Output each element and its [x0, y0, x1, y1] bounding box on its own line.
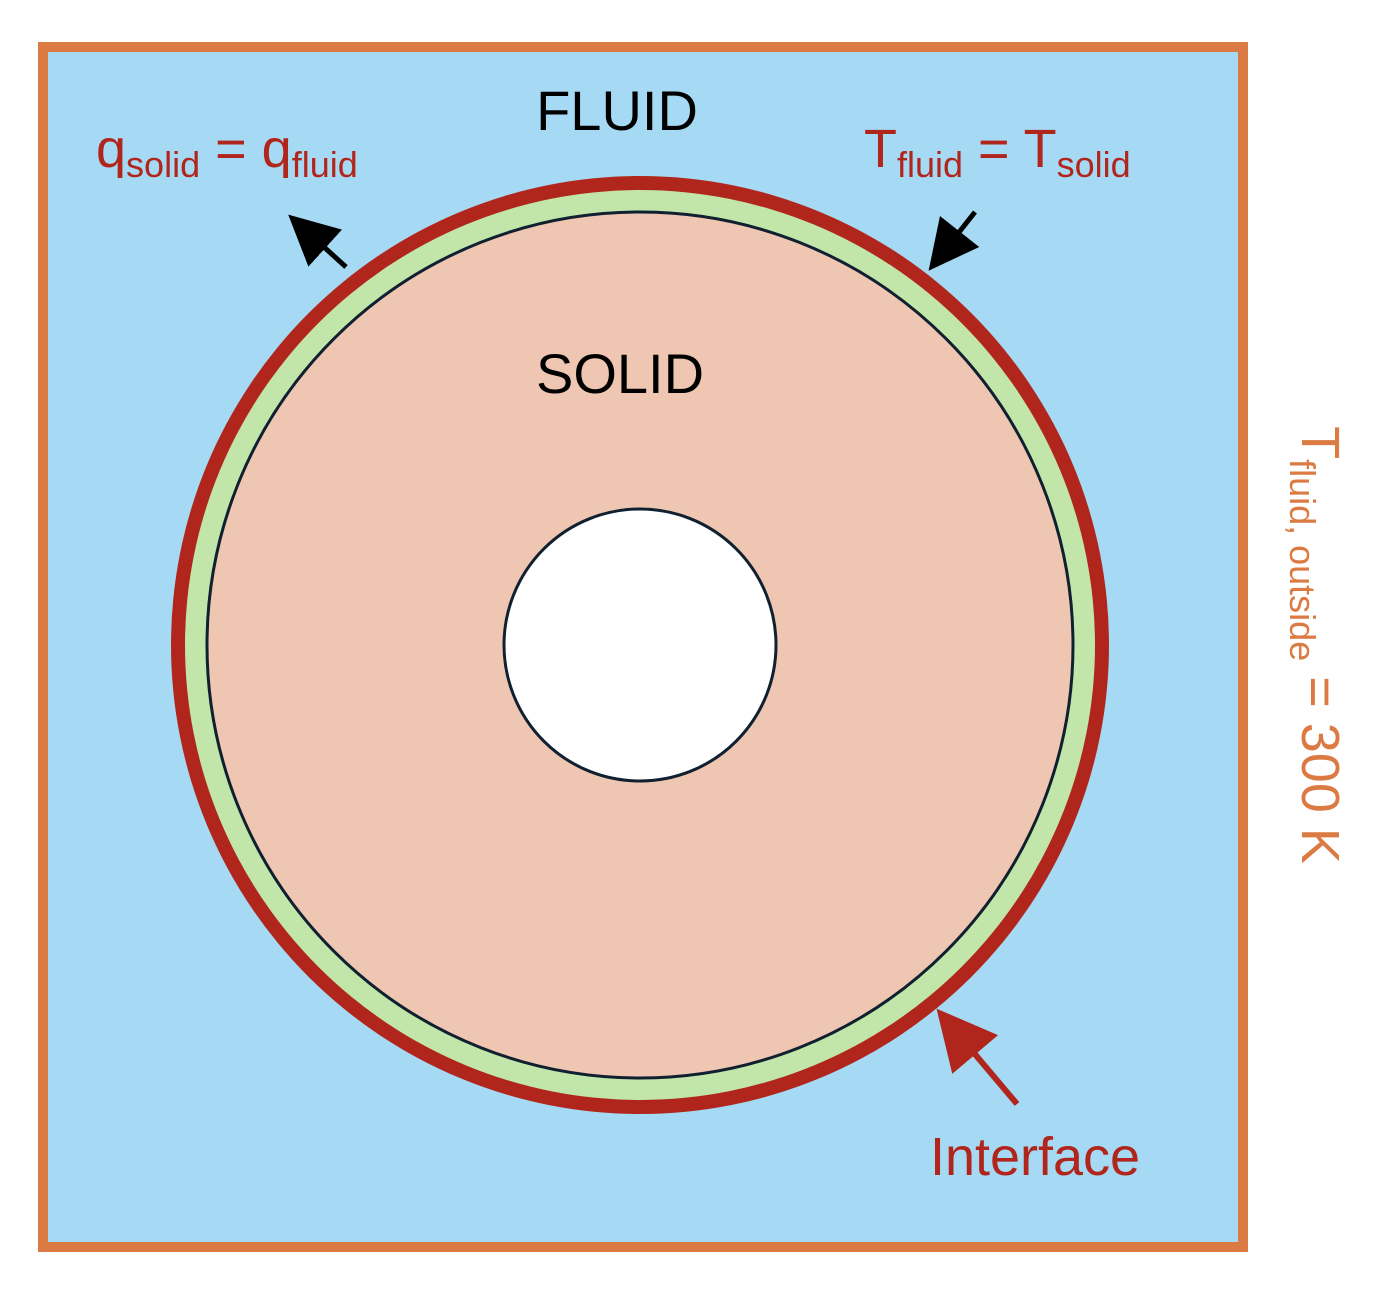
- outside-bc-label: Tfluid, outside = 300 K: [1282, 426, 1350, 864]
- temp-t1: T: [864, 119, 897, 179]
- temperature-arrow: [928, 210, 980, 271]
- outside-rest: = 300 K: [1290, 661, 1350, 864]
- interface-label: Interface: [930, 1127, 1140, 1187]
- flux-condition-label: qsolid = qfluid: [96, 119, 358, 185]
- temp-sub1: fluid: [897, 144, 963, 185]
- temp-equals: =: [963, 119, 1024, 179]
- inner-hole: [502, 507, 778, 783]
- flux-sub2: fluid: [292, 144, 358, 185]
- flux-sub1: solid: [126, 144, 200, 185]
- flux-q1: q: [96, 119, 126, 179]
- temp-sub2: solid: [1057, 144, 1131, 185]
- solid-label: SOLID: [536, 342, 704, 405]
- temp-t2: T: [1024, 119, 1057, 179]
- flux-q2: q: [262, 119, 292, 179]
- flux-equals: =: [200, 119, 262, 179]
- fluid-label: FLUID: [536, 79, 698, 142]
- flux-arrow: [288, 214, 348, 269]
- interface-arrow: [936, 1008, 1020, 1106]
- outside-t: T: [1290, 426, 1350, 459]
- temperature-condition-label: Tfluid = Tsolid: [864, 119, 1131, 185]
- outside-sub: fluid, outside: [1282, 459, 1323, 661]
